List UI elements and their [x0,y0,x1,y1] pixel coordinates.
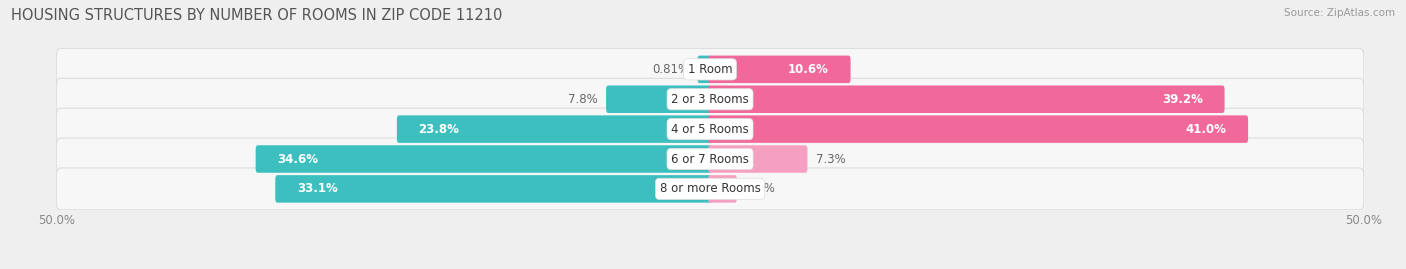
Text: 10.6%: 10.6% [789,63,830,76]
FancyBboxPatch shape [56,138,1364,180]
Text: HOUSING STRUCTURES BY NUMBER OF ROOMS IN ZIP CODE 11210: HOUSING STRUCTURES BY NUMBER OF ROOMS IN… [11,8,502,23]
FancyBboxPatch shape [256,145,711,173]
FancyBboxPatch shape [396,115,711,143]
Text: 1 Room: 1 Room [688,63,733,76]
Text: 4 or 5 Rooms: 4 or 5 Rooms [671,123,749,136]
Text: 41.0%: 41.0% [1185,123,1226,136]
FancyBboxPatch shape [709,56,851,83]
Text: 7.8%: 7.8% [568,93,598,106]
Text: 1.9%: 1.9% [745,182,775,195]
FancyBboxPatch shape [709,145,807,173]
FancyBboxPatch shape [606,86,711,113]
Text: Source: ZipAtlas.com: Source: ZipAtlas.com [1284,8,1395,18]
FancyBboxPatch shape [56,168,1364,210]
Text: 8 or more Rooms: 8 or more Rooms [659,182,761,195]
FancyBboxPatch shape [709,86,1225,113]
Text: 6 or 7 Rooms: 6 or 7 Rooms [671,153,749,165]
Text: 23.8%: 23.8% [419,123,460,136]
FancyBboxPatch shape [56,48,1364,90]
FancyBboxPatch shape [56,78,1364,120]
Text: 33.1%: 33.1% [297,182,337,195]
Text: 39.2%: 39.2% [1163,93,1204,106]
FancyBboxPatch shape [709,115,1249,143]
FancyBboxPatch shape [56,108,1364,150]
FancyBboxPatch shape [276,175,711,203]
FancyBboxPatch shape [709,175,737,203]
FancyBboxPatch shape [697,56,711,83]
Text: 7.3%: 7.3% [815,153,845,165]
Text: 34.6%: 34.6% [277,153,318,165]
Text: 2 or 3 Rooms: 2 or 3 Rooms [671,93,749,106]
Text: 0.81%: 0.81% [652,63,689,76]
